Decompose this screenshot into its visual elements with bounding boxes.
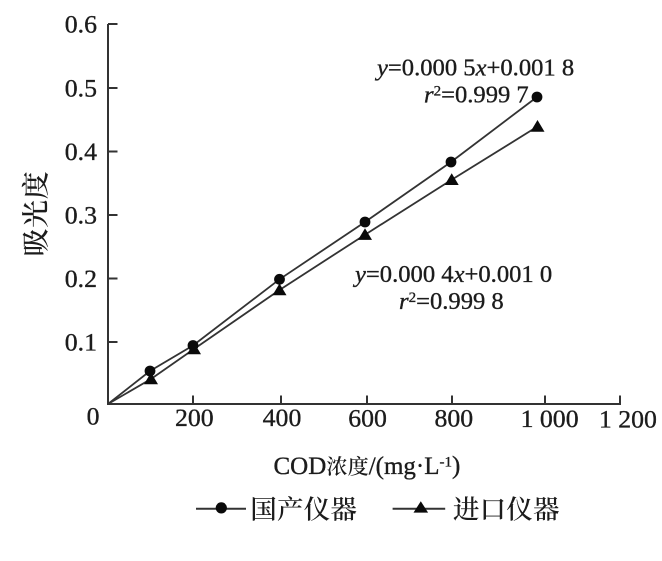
svg-text:COD: COD — [274, 453, 327, 480]
svg-text:400: 400 — [263, 403, 302, 432]
svg-text:/(mg·L-1): /(mg·L-1) — [369, 453, 461, 481]
svg-text:1 200: 1 200 — [599, 404, 657, 433]
svg-text:0.6: 0.6 — [65, 10, 97, 39]
svg-text:0.1: 0.1 — [65, 328, 97, 357]
svg-text:800: 800 — [434, 404, 473, 433]
svg-text:y=0.000 5x+0.001 8: y=0.000 5x+0.001 8 — [374, 55, 574, 82]
svg-text:0.3: 0.3 — [65, 201, 97, 230]
svg-text:0.4: 0.4 — [65, 137, 97, 166]
svg-text:1 000: 1 000 — [521, 404, 579, 433]
svg-text:r2=0.999 7: r2=0.999 7 — [424, 82, 529, 109]
svg-text:0.5: 0.5 — [65, 74, 97, 103]
svg-text:r2=0.999 8: r2=0.999 8 — [399, 288, 504, 315]
svg-text:0: 0 — [87, 402, 100, 431]
svg-text:200: 200 — [175, 403, 214, 432]
svg-text:600: 600 — [348, 403, 387, 432]
svg-text:y=0.000 4x+0.001 0: y=0.000 4x+0.001 0 — [352, 261, 552, 288]
svg-text:0.2: 0.2 — [65, 264, 97, 293]
